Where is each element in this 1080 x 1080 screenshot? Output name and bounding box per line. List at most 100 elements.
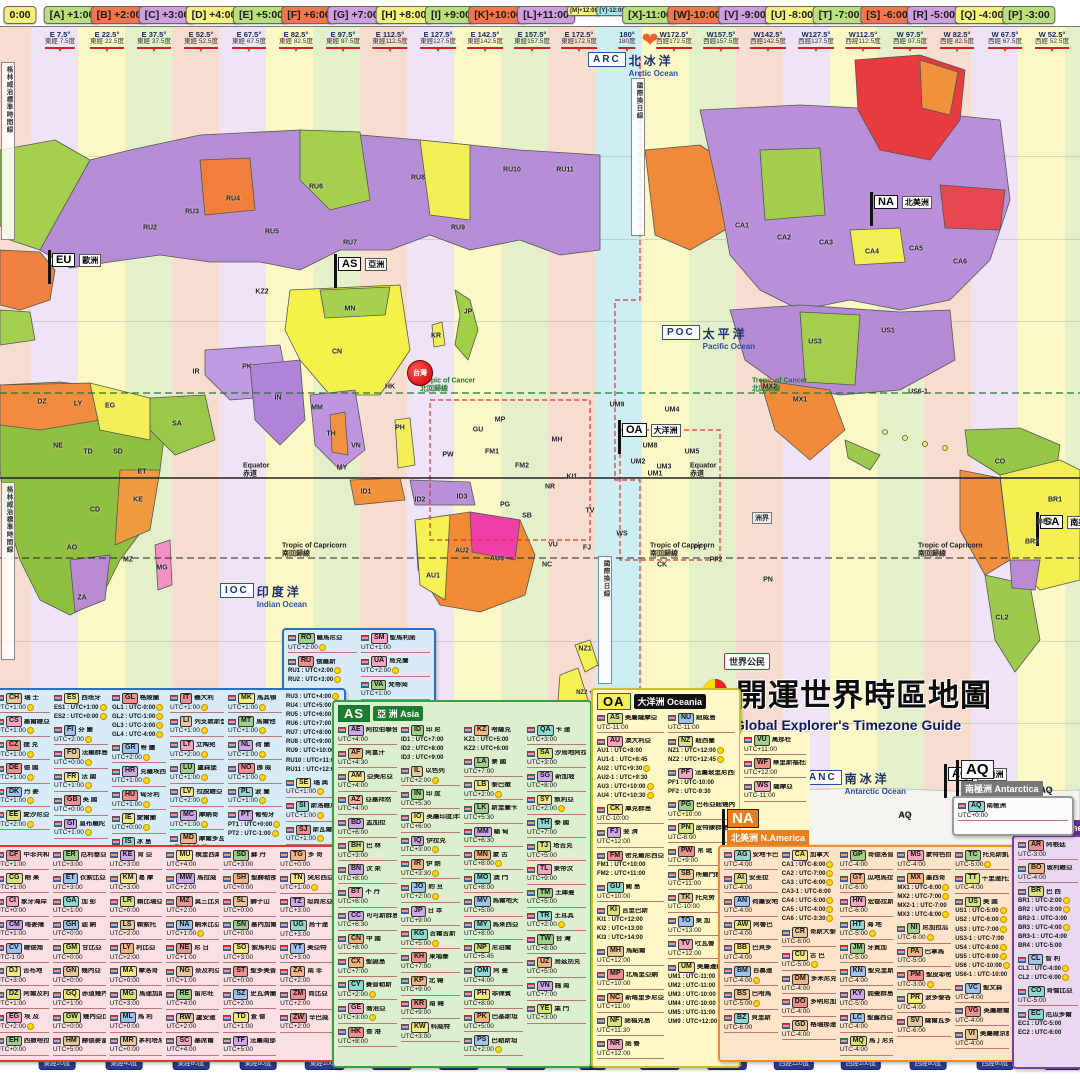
map-zone-label: LY <box>73 400 83 408</box>
utc-offset: UTC-4:00 <box>1018 874 1078 884</box>
legend-entry-row: CF中非共和國 <box>0 850 49 861</box>
country-name: 烏干達 <box>308 921 329 928</box>
country-code-badge: GD <box>791 1020 809 1031</box>
legend-entry-row: MV 馬爾地夫 <box>464 896 523 908</box>
legend-entry-row: CM 喀麥隆 <box>0 919 49 931</box>
legend-column: MK 馬其頓 UTC+1:00 MT 馬爾他 UTC+1:00 NL 荷 蘭 UTC+1:00 N… <box>226 693 284 842</box>
flag-icon <box>464 852 472 859</box>
flag-icon <box>52 898 61 905</box>
utc-offset: UTC+2:00 <box>112 753 166 764</box>
country-code-badge: CZ <box>6 739 22 751</box>
country-code-badge: TG <box>290 850 306 861</box>
country-code-badge: SA <box>537 748 553 759</box>
country-code-badge: LV <box>180 786 195 798</box>
legend-entry-row: LB 黎巴嫩 <box>464 779 523 791</box>
dst-sun-icon <box>1062 924 1070 932</box>
utc-offset: UTC-4:00 <box>955 1017 1009 1027</box>
utc-offset: UTC+1:00 <box>170 703 224 714</box>
dst-sun-icon <box>26 820 34 828</box>
country-name: 馬其頓 <box>256 695 277 702</box>
longitude-tick: E 67.5° 東經 67.5度 ▼ <box>232 30 266 54</box>
country-name: 哥倫比亞 <box>1046 988 1073 995</box>
country-name: 墨西哥 <box>925 875 946 882</box>
dst-sun-icon <box>494 860 502 868</box>
utc-subzone: US5 : UTC-9:00 <box>955 952 1009 962</box>
utc-offset: UTC+3:30 <box>401 869 460 880</box>
legend-entry-row: KH 柬埔寨 <box>401 952 460 964</box>
country-code-badge: CN <box>348 933 365 945</box>
legend-entry-row: FI 芬 蘭 <box>54 724 108 736</box>
country-name: 摩爾多瓦 <box>198 835 224 842</box>
legend-entry: NF 諾福克島 UTC+11:30 <box>597 1015 664 1036</box>
legend-entry: MT 馬爾他 UTC+1:00 <box>228 716 282 737</box>
legend-entry: TZ 坦尚尼亞 UTC+3:00 <box>280 896 333 917</box>
legend-entry: BD 孟加拉 UTC+6:00 <box>338 817 397 838</box>
timezone-letter-badge: [L]+11:00 <box>517 6 575 24</box>
utc-offset: UTC+3:00 <box>527 736 586 746</box>
flag-icon <box>401 1001 409 1008</box>
utc-subzone: AU2-1 : UTC+9:30 <box>597 775 648 782</box>
country-code-badge: ID <box>411 725 424 736</box>
country-code-badge: SM <box>371 633 388 644</box>
timezone-letter-badge: [U] -8:00 <box>764 6 820 24</box>
utc-offset: UTC+1:00 <box>228 750 282 761</box>
flag-icon <box>839 968 848 975</box>
country-code-badge: PM <box>907 969 924 981</box>
legend-entry-row: RW 盧安達 <box>166 1012 219 1024</box>
legend-entry-row: TR 土耳其 <box>527 910 586 922</box>
country-name: 希 臘 <box>140 745 156 752</box>
legend-entry-row: SA沙烏地阿拉伯 <box>527 748 586 759</box>
legend-entry: KZ 哈薩克 KZ1 : UTC+5:00 KZ2 : UTC+6:00 <box>464 725 523 754</box>
country-code-badge: YE <box>537 1003 553 1015</box>
flag-icon <box>781 952 790 959</box>
flag-icon <box>1018 1011 1026 1018</box>
country-name: 塞爾維亞蒙特內哥羅 <box>23 718 50 725</box>
flag-icon <box>744 737 752 744</box>
legend-entry: WF華里斯福杜納UTC+12:00 <box>744 758 806 779</box>
legend-entry: KG 吉爾吉斯 UTC+5:00 <box>401 928 460 950</box>
legend-column: IT 義大利 UTC+1:00 LI 列支敦斯登 UTC+1:00 LT 立陶宛 UTC+2:0… <box>168 693 226 857</box>
utc-offset: UTC+3:00 <box>109 1000 163 1010</box>
flag-icon <box>223 991 232 998</box>
country-name: 喬治亞 <box>366 1005 386 1012</box>
country-name: 荷 蘭 <box>255 741 271 748</box>
flag-icon <box>0 812 4 819</box>
utc-offset: UTC+1:00 <box>286 788 340 799</box>
flag-icon <box>597 948 605 955</box>
legend-entry: CH瑞 士UTC+1:00 <box>0 693 50 714</box>
country-name: 瑞 士 <box>24 695 39 702</box>
country-name: 中 國 <box>366 935 381 942</box>
utc-offset: UTC+4:00 <box>338 736 397 746</box>
legend-entry: VA 梵蒂岡 UTC+1:00 <box>361 679 430 700</box>
country-name: 馬拉威 <box>196 875 217 882</box>
legend-entry-row: SN 塞內加爾 <box>223 919 276 931</box>
utc-subzone: BR2-1 : UTC-3:00 <box>1018 916 1068 923</box>
flag-icon <box>223 898 232 905</box>
country-name: 賴比瑞亞 <box>137 898 163 905</box>
utc-offset: UTC+4:00 <box>166 1000 220 1010</box>
utc-offset: UTC+1:00 <box>54 782 108 793</box>
utc-offset: UTC+5:00 <box>223 1046 277 1056</box>
legend-entry-row: GP 哥德洛普 <box>839 850 893 861</box>
utc-subzone: AU1-1 : UTC+8:45 <box>597 756 648 763</box>
legend-entry: SJ 斯瓦爾巴 UTC+1:00 <box>286 824 340 845</box>
dst-sun-icon <box>1062 974 1070 982</box>
map-zone-label: US1 <box>881 327 895 335</box>
continent-flag-oa: OA 大洋洲 <box>618 420 681 454</box>
utc-offset: UTC+1:00 <box>286 811 340 822</box>
legend-entry-row: HT 海 地 <box>839 919 894 931</box>
legend-entry: PK 巴基斯坦 UTC+5:00 <box>464 1012 523 1033</box>
legend-entry-row: LK 斯里蘭卡 <box>464 803 523 815</box>
country-code-badge: KY <box>849 989 866 1001</box>
country-name: 約 旦 <box>428 884 444 891</box>
timezone-letter-badge: [Q] -4:00 <box>954 6 1010 24</box>
legend-column: VU萬那杜UTC+11:00WF華里斯福杜納UTC+12:00WS薩摩亞UTC-… <box>742 735 808 805</box>
country-code-badge: CV <box>6 942 22 954</box>
utc-subzone: CA4 : UTC-5:00 <box>782 896 836 906</box>
country-code-badge: VI <box>965 1029 978 1040</box>
utc-offset: UTC+0:00 <box>223 907 277 917</box>
legend-entry-row: FO 法羅群島 <box>54 748 108 760</box>
country-name: 史瓦濟蘭 <box>250 991 277 998</box>
country-name: 德 國 <box>23 765 39 772</box>
legend-entry-row: CA 加拿大 <box>781 850 836 861</box>
